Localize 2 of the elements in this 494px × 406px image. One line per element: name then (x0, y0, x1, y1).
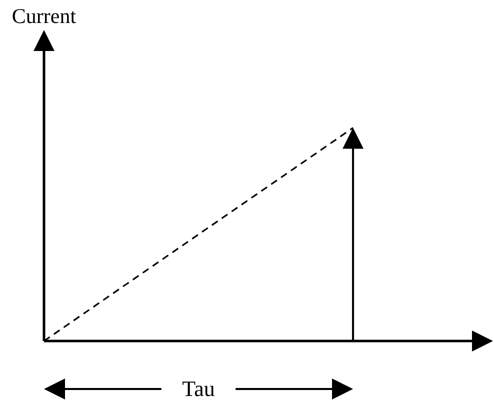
y-axis-title: Current (12, 4, 76, 28)
text: Tau (182, 376, 215, 401)
